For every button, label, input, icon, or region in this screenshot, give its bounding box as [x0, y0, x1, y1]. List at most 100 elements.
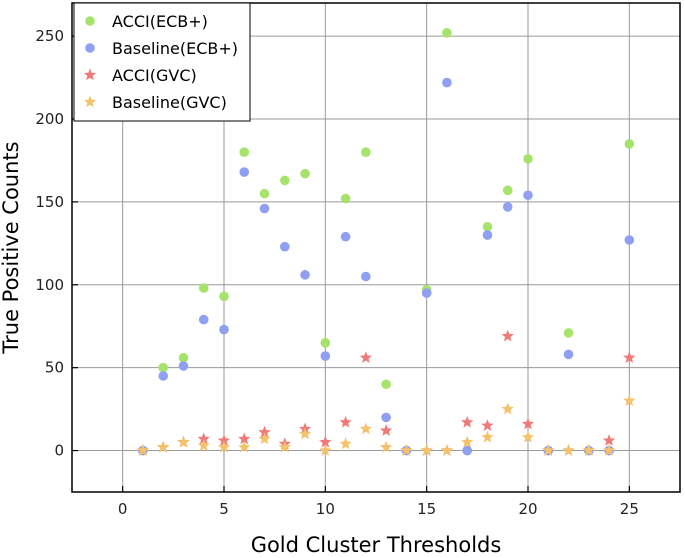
y-axis-ticks: 0 50 100 150 200 250	[35, 27, 78, 460]
x-tick-label: 25	[620, 500, 639, 518]
legend-box	[73, 2, 251, 122]
data-point	[624, 235, 635, 245]
series-1	[138, 77, 635, 456]
data-point	[197, 432, 210, 445]
data-point	[239, 147, 250, 157]
legend-label: ACCI(GVC)	[112, 66, 197, 85]
data-point	[481, 430, 494, 443]
x-tick-label: 15	[417, 500, 436, 518]
data-point	[178, 352, 189, 363]
data-point	[177, 435, 190, 448]
data-point	[219, 291, 229, 302]
data-point	[197, 439, 210, 451]
data-point	[442, 28, 452, 38]
data-point	[219, 324, 229, 335]
legend: ACCI(ECB+) Baseline(ECB+) ACCI(GVC) Baselin…	[73, 2, 251, 122]
data-point	[440, 444, 454, 456]
x-tick-label: 10	[316, 500, 335, 518]
data-point	[563, 328, 574, 338]
data-point	[280, 241, 290, 252]
x-axis-title: Gold Cluster Thresholds	[251, 533, 502, 557]
data-point	[158, 362, 168, 373]
series-3	[136, 394, 636, 456]
data-point	[623, 394, 636, 407]
data-point	[624, 139, 635, 149]
data-point	[602, 444, 616, 456]
data-point	[521, 430, 535, 443]
data-point	[381, 379, 391, 390]
data-point	[320, 351, 331, 361]
data-point	[482, 230, 493, 240]
data-point	[481, 419, 494, 431]
legend-marker	[83, 68, 97, 81]
data-point	[542, 444, 555, 456]
plot-frame	[71, 2, 681, 493]
data-point	[280, 175, 290, 186]
data-point	[319, 444, 332, 456]
data-point	[602, 434, 616, 446]
data-point	[217, 434, 231, 446]
y-tick-label: 200	[35, 110, 64, 128]
series-0	[138, 28, 635, 456]
legend-marker	[83, 95, 97, 108]
data-point	[501, 329, 514, 342]
series-2	[136, 329, 636, 456]
data-point	[523, 190, 533, 201]
data-point	[259, 188, 270, 199]
data-point	[521, 417, 535, 430]
y-tick-label: 100	[35, 276, 64, 294]
data-point	[320, 338, 331, 348]
x-tick-label: 0	[118, 500, 128, 518]
legend-marker	[85, 16, 95, 26]
data-point	[502, 202, 513, 212]
data-point	[319, 435, 332, 448]
data-point	[379, 424, 393, 436]
data-point	[563, 349, 574, 360]
data-point	[339, 437, 352, 450]
data-point	[198, 314, 209, 325]
data-point	[523, 154, 533, 164]
data-point	[198, 283, 209, 293]
x-axis-ticks: 0 5 10 15 20 25	[118, 486, 639, 518]
data-point	[239, 167, 250, 177]
y-tick-label: 250	[35, 27, 64, 45]
data-point	[359, 422, 373, 435]
data-point	[238, 432, 251, 445]
y-tick-label: 0	[54, 442, 64, 460]
data-point	[238, 440, 251, 453]
data-point	[298, 427, 312, 440]
data-point	[300, 168, 310, 179]
data-point	[340, 231, 351, 242]
legend-label: Baseline(ECB+)	[112, 39, 238, 58]
legend-marker	[85, 43, 95, 53]
data-point	[339, 415, 352, 428]
data-point	[482, 221, 493, 232]
data-point	[400, 444, 413, 456]
data-point	[340, 193, 351, 204]
data-point	[442, 77, 452, 88]
data-point	[421, 288, 432, 298]
data-point	[461, 415, 474, 428]
x-tick-label: 5	[219, 500, 229, 518]
y-axis-title: True Positive Counts	[0, 141, 23, 354]
data-point	[259, 203, 270, 214]
legend-label: ACCI(ECB+)	[112, 12, 208, 31]
data-point	[582, 444, 595, 456]
y-tick-label: 150	[35, 193, 64, 211]
legend-label: Baseline(GVC)	[112, 93, 227, 112]
data-point	[623, 351, 636, 363]
data-point	[379, 440, 393, 453]
data-point	[136, 444, 150, 456]
data-point	[157, 440, 170, 453]
data-point	[217, 440, 231, 453]
data-point	[258, 432, 271, 445]
data-point	[278, 440, 291, 453]
data-point	[158, 371, 168, 381]
data-point	[462, 445, 473, 456]
data-point	[501, 402, 514, 415]
data-points	[136, 28, 636, 456]
y-tick-label: 50	[45, 359, 64, 377]
data-point	[361, 271, 371, 282]
data-point	[502, 185, 513, 196]
